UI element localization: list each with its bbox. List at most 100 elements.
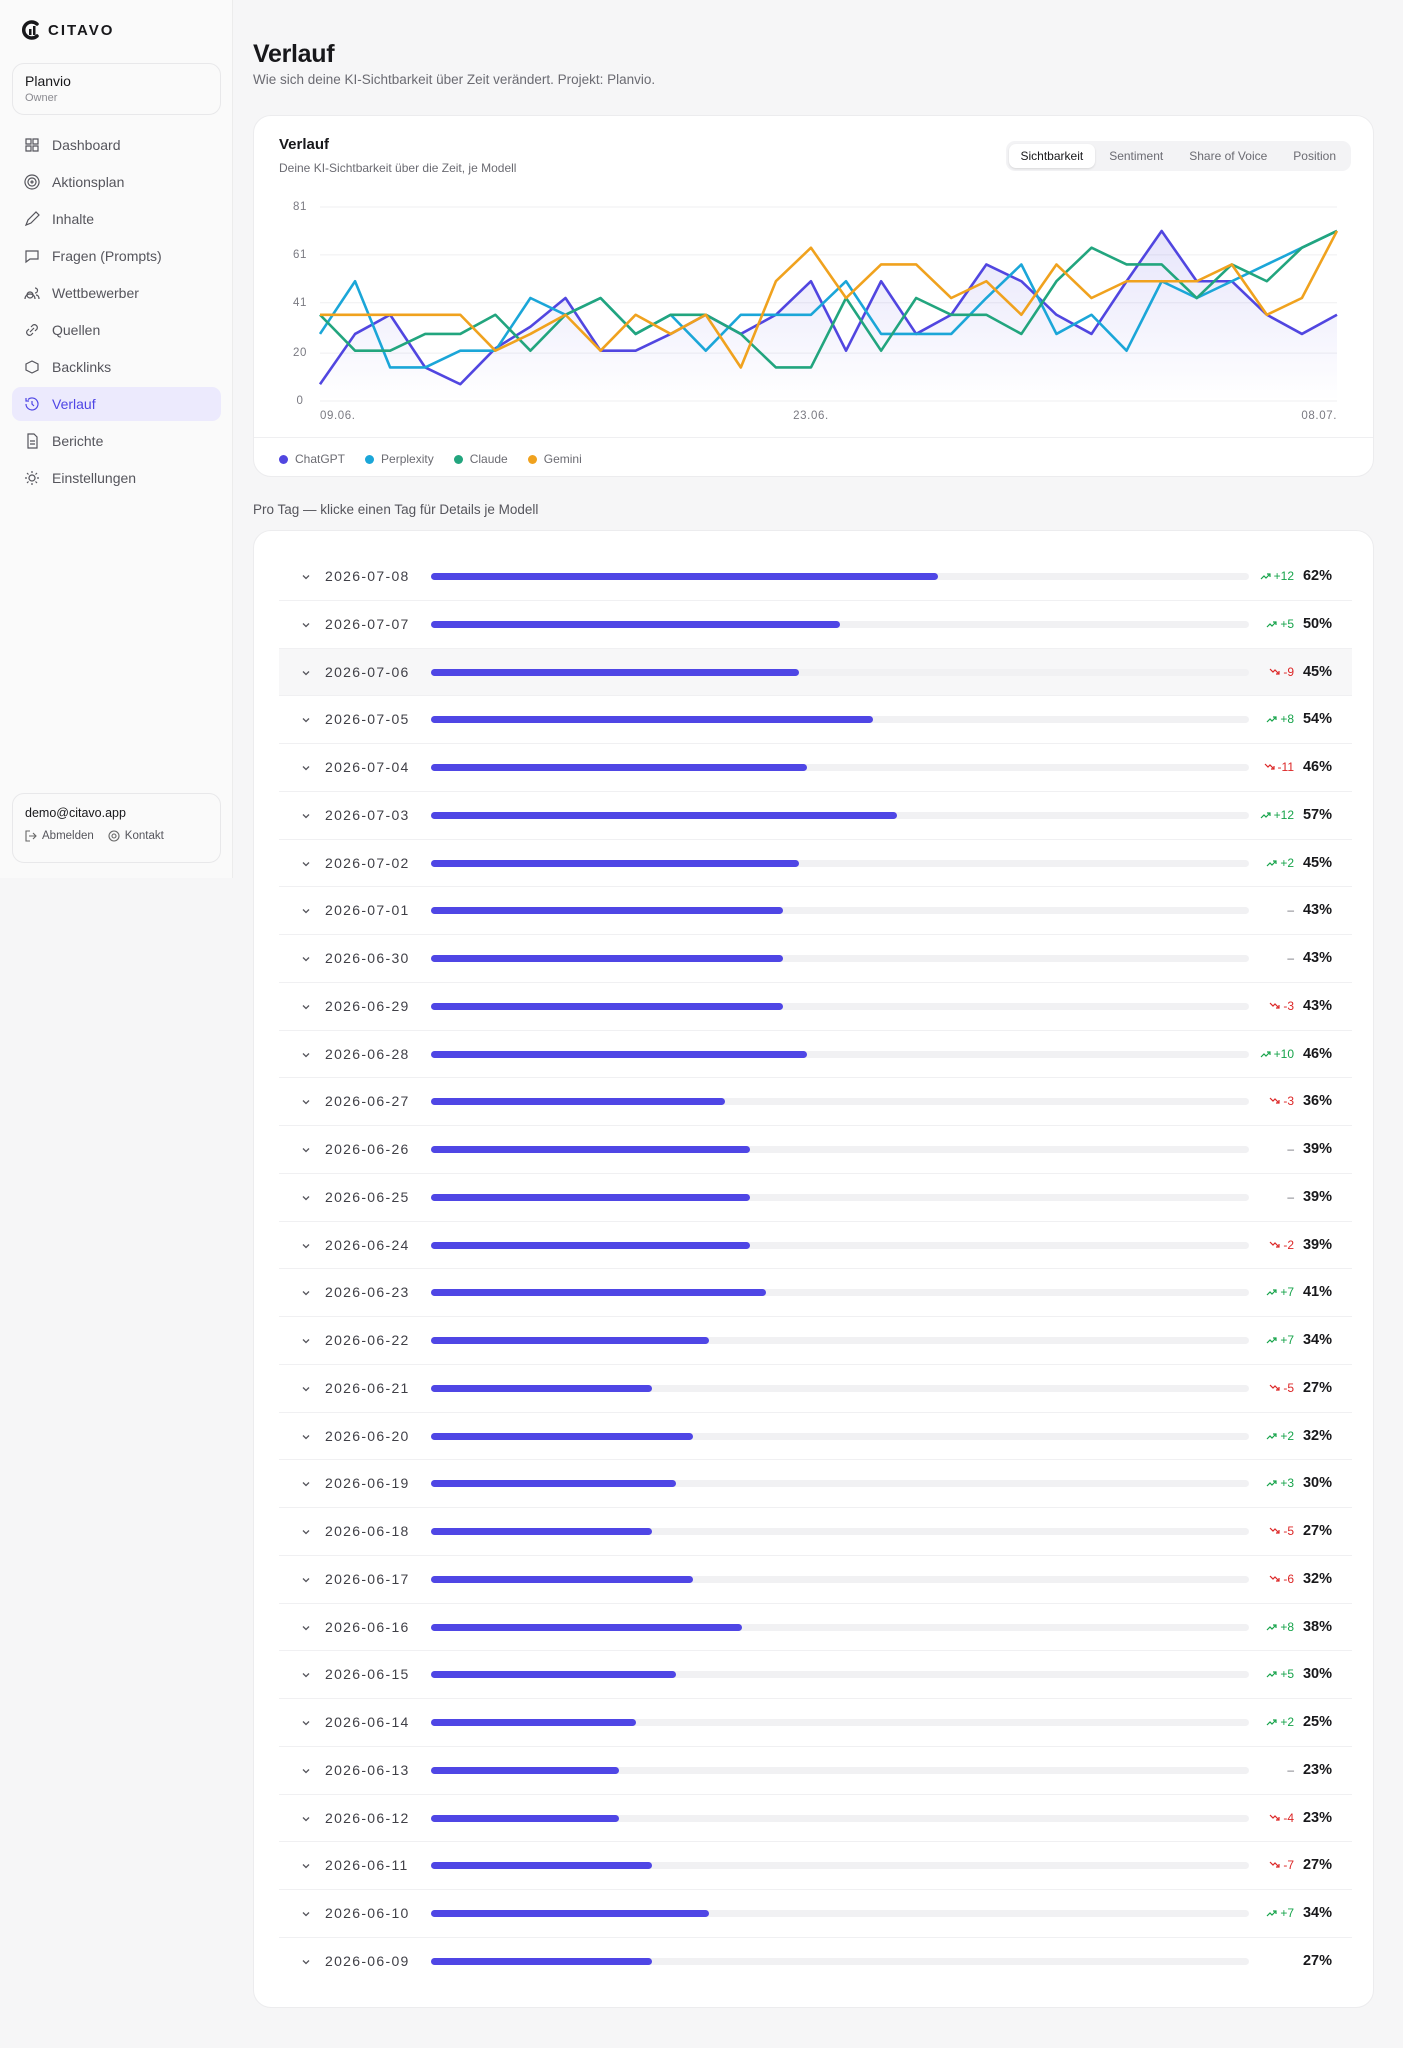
logout[interactable]: Abmelden (25, 830, 94, 842)
change-label: -4 (1283, 1810, 1294, 1825)
day-row[interactable]: 2026-07-02 +2 45% (279, 840, 1352, 888)
trend-shape (1269, 1241, 1280, 1248)
tab[interactable]: Position (1293, 149, 1336, 163)
day-row[interactable]: 2026-07-07 +5 50% (279, 601, 1352, 649)
contact-label: Kontakt (124, 830, 164, 842)
row-divider (279, 1936, 1352, 1938)
change: +8 (1266, 712, 1294, 726)
bar (431, 1910, 710, 1917)
icon (25, 830, 37, 842)
contact[interactable]: Kontakt (108, 830, 164, 842)
change-label: – (1287, 903, 1294, 918)
legend-label: Gemini (543, 452, 582, 466)
tab[interactable]: Share of Voice (1189, 149, 1268, 163)
workspace-role: Owner (25, 92, 58, 104)
day-row[interactable]: 2026-07-03 +12 57% (279, 792, 1352, 840)
trend-icon (1266, 1910, 1277, 1917)
nav-item[interactable]: Berichte (12, 424, 221, 458)
day-row[interactable]: 2026-06-17 -6 32% (279, 1556, 1352, 1604)
change: – (1287, 1142, 1294, 1156)
change: -7 (1269, 1858, 1294, 1872)
bar-track (431, 1050, 1249, 1058)
tab[interactable]: Sentiment (1109, 149, 1164, 163)
day-row[interactable]: 2026-06-25 –39% (279, 1174, 1352, 1222)
nav-item[interactable]: Verlauf (12, 387, 221, 421)
day-row[interactable]: 2026-06-09 27% (279, 1938, 1352, 1986)
day-row[interactable]: 2026-06-27 -3 36% (279, 1078, 1352, 1126)
value-label: 43% (1302, 950, 1332, 966)
tab[interactable]: Sichtbarkeit (1008, 144, 1096, 168)
change-label: +2 (1280, 1715, 1294, 1729)
change: +7 (1266, 1333, 1294, 1347)
nav-item[interactable]: Wettbewerber (12, 276, 221, 310)
day-row[interactable]: 2026-07-06 -9 45% (279, 648, 1352, 697)
change-label: – (1287, 951, 1294, 965)
date: 2026-06-18 (325, 1523, 410, 1539)
day-row[interactable]: 2026-06-28 +10 46% (279, 1031, 1352, 1079)
value-label: 30% (1302, 1475, 1332, 1492)
brand-name: CITAVO (48, 21, 115, 39)
nav-item[interactable]: Quellen (12, 313, 221, 347)
day-row[interactable]: 2026-07-08 +12 62% (279, 553, 1352, 601)
day-row[interactable]: 2026-06-14 +2 25% (279, 1699, 1352, 1747)
chevron-shape (302, 622, 310, 628)
day-row[interactable]: 2026-06-22 +7 34% (279, 1317, 1352, 1365)
day-row[interactable]: 2026-06-18 -5 27% (279, 1508, 1352, 1556)
row-divider (279, 1077, 1352, 1079)
day-row[interactable]: 2026-06-19 +3 30% (279, 1460, 1352, 1508)
day-row[interactable]: 2026-06-24 -2 39% (279, 1222, 1352, 1270)
day-row[interactable]: 2026-06-29 -3 43% (279, 983, 1352, 1031)
bar (431, 1528, 652, 1535)
day-row[interactable]: 2026-06-16 +8 38% (279, 1604, 1352, 1652)
nav-item[interactable]: Backlinks (12, 350, 221, 384)
date: 2026-06-14 (325, 1714, 410, 1730)
day-row[interactable]: 2026-07-05 +8 54% (279, 696, 1352, 744)
chevron-shape (302, 1577, 310, 1583)
workspace-switcher[interactable]: Planvio Owner (12, 63, 221, 115)
nav-item[interactable]: Aktionsplan (12, 165, 221, 199)
trend-icon (1266, 621, 1277, 628)
legend-label: Perplexity (381, 452, 434, 466)
bar (431, 1671, 677, 1679)
day-row[interactable]: 2026-07-01 –43% (279, 887, 1352, 935)
account: demo@citavo.app Abmelden Kontakt (12, 793, 221, 863)
trend-shape (1269, 1861, 1280, 1868)
chevron-shape (302, 1100, 310, 1105)
date: 2026-07-03 (325, 806, 410, 823)
bar-track (431, 1623, 1249, 1631)
value-label: 27% (1302, 1379, 1332, 1396)
date: 2026-06-29 (325, 997, 410, 1014)
day-row[interactable]: 2026-06-30 –43% (279, 935, 1352, 983)
chevron (302, 622, 310, 628)
day-row[interactable]: 2026-06-12 -4 23% (279, 1795, 1352, 1843)
day-row[interactable]: 2026-06-10 +7 34% (279, 1890, 1352, 1938)
change: +7 (1266, 1285, 1294, 1299)
row-divider (279, 1220, 1352, 1222)
nav-label: Verlauf (52, 396, 96, 412)
change: -11 (1264, 760, 1294, 774)
day-row[interactable]: 2026-06-23 +7 41% (279, 1269, 1352, 1317)
bar-track (431, 1241, 1249, 1249)
day-row[interactable]: 2026-06-11 -7 27% (279, 1842, 1352, 1890)
icon (108, 830, 120, 842)
trend-shape (1269, 1097, 1280, 1104)
date: 2026-06-28 (325, 1045, 410, 1062)
trend-icon (1269, 1527, 1280, 1534)
day-row[interactable]: 2026-06-26 –39% (279, 1126, 1352, 1174)
nav-item[interactable]: Dashboard (12, 128, 221, 162)
day-row[interactable]: 2026-06-21 -5 27% (279, 1365, 1352, 1413)
x-tick-label: 23.06. (793, 410, 829, 422)
change-label: +10 (1273, 1046, 1294, 1061)
day-row[interactable]: 2026-06-20 +2 32% (279, 1413, 1352, 1461)
series-line (319, 229, 1338, 369)
day-row[interactable]: 2026-06-13 –23% (279, 1747, 1352, 1795)
day-row[interactable]: 2026-06-15 +5 30% (279, 1651, 1352, 1699)
day-row[interactable]: 2026-07-04 -11 46% (279, 744, 1352, 792)
bar (431, 1241, 751, 1249)
nav-item[interactable]: Einstellungen (12, 461, 221, 495)
chevron-shape (302, 1243, 310, 1248)
bar-track (431, 764, 1249, 771)
nav-item[interactable]: Inhalte (12, 202, 221, 236)
chevron-shape (302, 1959, 310, 1965)
nav-item[interactable]: Fragen (Prompts) (12, 239, 221, 273)
